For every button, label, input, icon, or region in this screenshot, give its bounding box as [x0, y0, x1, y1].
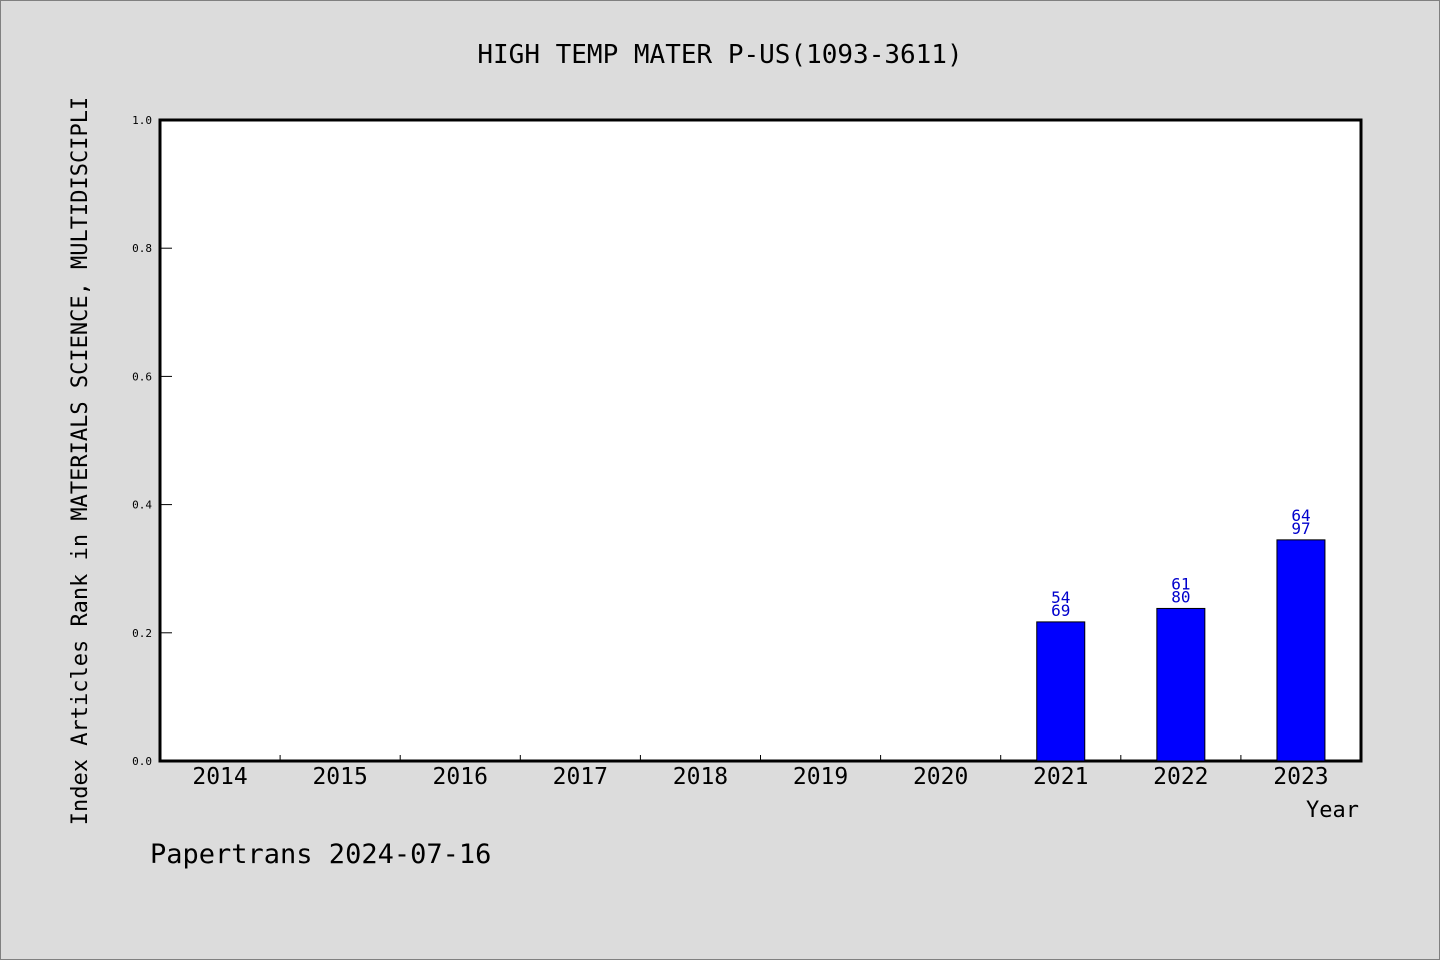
y-tick-label: 0.8 [132, 242, 152, 255]
bar-2022 [1156, 607, 1206, 762]
bar-label: 61 [1171, 574, 1190, 593]
y-tick-label: 1.0 [132, 114, 152, 127]
x-tick-label: 2018 [673, 764, 728, 790]
x-tick-label: 2020 [913, 764, 968, 790]
y-tick-label: 0.0 [132, 755, 152, 768]
bar-2023 [1276, 539, 1326, 762]
y-tick-label: 0.2 [132, 627, 152, 640]
y-tick-label: 0.6 [132, 370, 152, 383]
x-axis-ticks: 2014 2015 2016 2017 2018 2019 2020 2021 2022 2023 [192, 755, 1329, 790]
bar-label: 64 [1291, 506, 1310, 525]
y-axis-label: Index Articles Rank in MATERIALS SCIENCE… [68, 97, 93, 825]
x-tick-label: 2022 [1153, 764, 1208, 790]
x-tick-label: 2023 [1273, 764, 1328, 790]
x-tick-label: 2014 [192, 764, 247, 790]
x-tick-label: 2016 [433, 764, 488, 790]
x-tick-label: 2019 [793, 764, 848, 790]
bars [1036, 539, 1326, 762]
chart-title: HIGH TEMP MATER P-US(1093-3611) [477, 40, 962, 70]
x-tick-label: 2017 [553, 764, 608, 790]
bar-label: 69 [1051, 601, 1070, 620]
x-axis-label: Year [1306, 798, 1359, 823]
y-tick-label: 0.4 [132, 499, 152, 512]
bar-label: 80 [1171, 587, 1190, 606]
y-axis-ticks: 0.0 0.2 0.4 0.6 0.8 1.0 [132, 114, 172, 768]
footer-credit: Papertrans 2024-07-16 [150, 839, 491, 870]
bar-label: 97 [1291, 519, 1310, 538]
bar-2021 [1036, 621, 1086, 762]
x-tick-label: 2015 [312, 764, 367, 790]
x-tick-label: 2021 [1033, 764, 1088, 790]
bar-label: 54 [1051, 588, 1070, 607]
